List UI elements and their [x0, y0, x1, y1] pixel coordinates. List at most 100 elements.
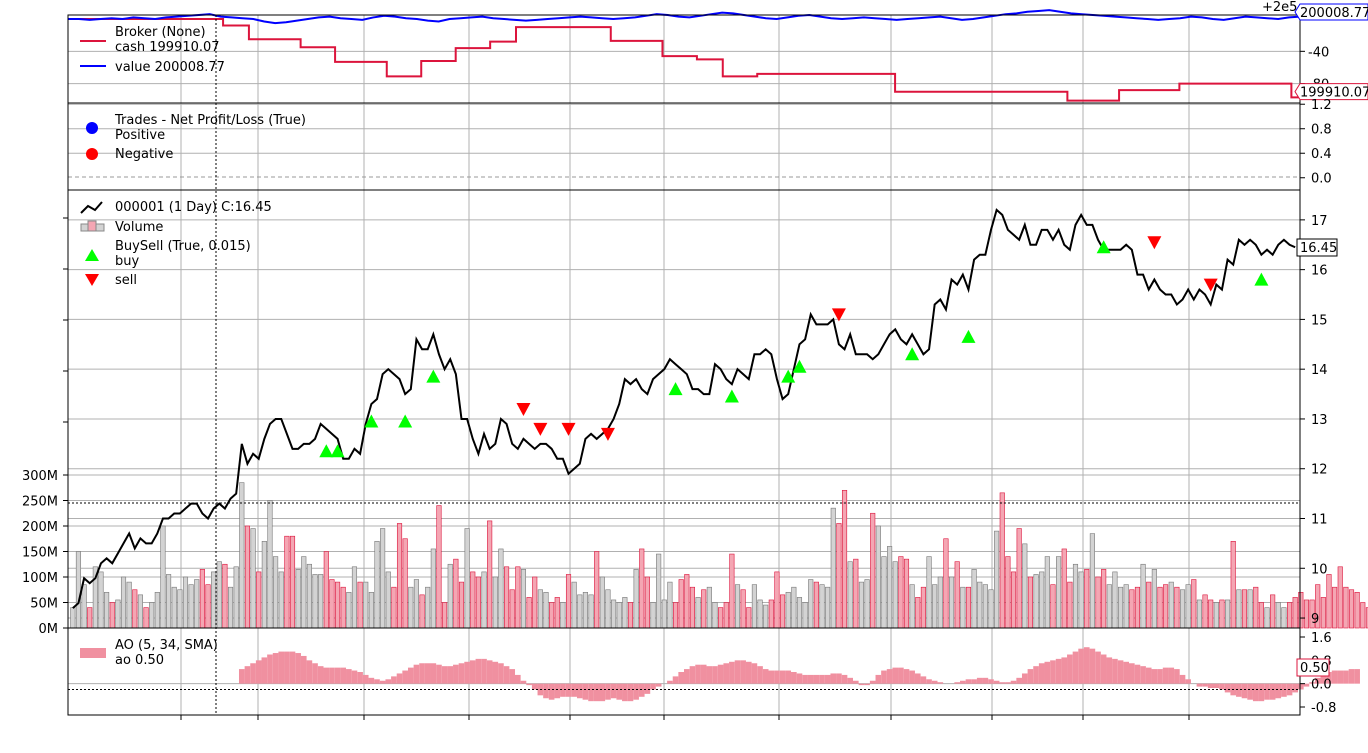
ao-bar [543, 683, 549, 699]
ao-bar [593, 683, 600, 702]
ao-bars [238, 647, 1360, 702]
volume-bar [1337, 566, 1343, 629]
volume-bar [1061, 548, 1067, 629]
ao-bar [1314, 677, 1321, 684]
ao-bar [329, 667, 335, 684]
ao-last-label: 0.50 [1296, 658, 1330, 677]
volume-bar [1044, 556, 1050, 629]
volume-bar [413, 579, 419, 629]
ao-bar [869, 680, 876, 684]
ao-bar [469, 660, 476, 684]
volume-bar [250, 528, 256, 629]
ao-bar [796, 673, 803, 684]
y-tick-label: 16 [1311, 264, 1328, 279]
legend-ao-value: ao 0.50 [115, 653, 164, 668]
ao-bar [875, 674, 882, 684]
legend-buysell-title: BuySell (True, 0.015) [115, 239, 251, 254]
volume-bar [329, 579, 335, 629]
ao-bar [526, 683, 532, 686]
legend-cash-label: cash 199910.07 [115, 40, 220, 55]
ao-bar [267, 654, 273, 684]
volume-bar [143, 607, 149, 629]
ao-bar [1038, 663, 1045, 684]
buy-marker [1096, 240, 1111, 254]
volume-bar [132, 589, 138, 629]
ao-bar [520, 680, 527, 684]
volume-bar [166, 574, 172, 629]
volume-bar [481, 571, 487, 629]
broker-series [68, 9, 1301, 102]
ao-bar [481, 658, 487, 684]
volume-bar [1185, 584, 1191, 629]
buy-marker [364, 414, 379, 428]
ao-bar [779, 670, 786, 684]
volume-bar [402, 538, 408, 629]
ao-bar [864, 683, 870, 686]
ao-bar [1134, 664, 1141, 684]
volume-bar [960, 586, 966, 629]
ao-bar [830, 673, 837, 684]
legend-positive-marker [86, 122, 98, 134]
ao-bar [695, 664, 701, 684]
volume-bar [672, 602, 679, 629]
volume-bar [244, 525, 250, 629]
ao-bar [841, 674, 848, 684]
volume-bar [841, 489, 848, 629]
ao-bar [379, 680, 386, 684]
volume-bar [1241, 589, 1248, 629]
volume-bar [560, 602, 566, 629]
volume-bars [70, 482, 1368, 629]
x-axis-ticks [180, 715, 1190, 720]
ao-bar [441, 666, 448, 684]
volume-bar [977, 581, 983, 629]
volume-bar [802, 602, 808, 629]
volume-bar [104, 591, 110, 629]
volume-bar [458, 581, 465, 629]
volume-bar [999, 492, 1005, 629]
trades-y-axis: 1.2 0.8 0.4 0.0 [1300, 98, 1332, 187]
ao-bar [1247, 683, 1253, 700]
ao-bar [1117, 660, 1124, 684]
volume-bar [205, 584, 211, 629]
legend-negative-label: Negative [115, 147, 173, 162]
broker-frame [67, 14, 1301, 104]
volume-bar [453, 558, 459, 629]
ao-bar [717, 664, 724, 684]
ao-bar [791, 672, 797, 684]
volume-bar [357, 581, 363, 629]
volume-bar [160, 525, 166, 629]
volume-bar [965, 586, 972, 629]
ao-bar [931, 680, 938, 684]
volume-bar [1123, 584, 1129, 629]
volume-bar [1163, 584, 1169, 629]
ao-bar [509, 669, 516, 684]
y-tick-label: 1.6 [1311, 631, 1332, 646]
ao-bar [374, 679, 380, 684]
ao-bar [678, 672, 684, 684]
y-tick-label: -40 [1308, 45, 1329, 60]
ao-bar [706, 666, 713, 684]
ao-bar [1207, 683, 1214, 689]
ao-bar [1320, 674, 1327, 684]
ao-bar [1269, 683, 1276, 700]
ao-bar [819, 674, 825, 684]
volume-tick-label: 200M [22, 520, 58, 535]
volume-bar [261, 540, 267, 629]
volume-bar [549, 602, 555, 629]
volume-bar [447, 563, 453, 629]
volume-bar [599, 576, 605, 629]
volume-bar [526, 597, 532, 629]
volume-bar [520, 569, 527, 629]
volume-bar [385, 571, 391, 629]
volume-bar [70, 607, 76, 629]
end-label-text: 199910.07 [1300, 86, 1368, 101]
ao-bar [599, 683, 606, 702]
close-price-line [72, 208, 1296, 609]
ao-bar [554, 683, 561, 699]
volume-bar [222, 563, 228, 629]
volume-bar [982, 584, 988, 629]
volume-bar [988, 589, 994, 629]
volume-bar [1213, 602, 1219, 629]
y-tick-label: 0.0 [1311, 172, 1332, 187]
ao-bar [1106, 657, 1113, 684]
